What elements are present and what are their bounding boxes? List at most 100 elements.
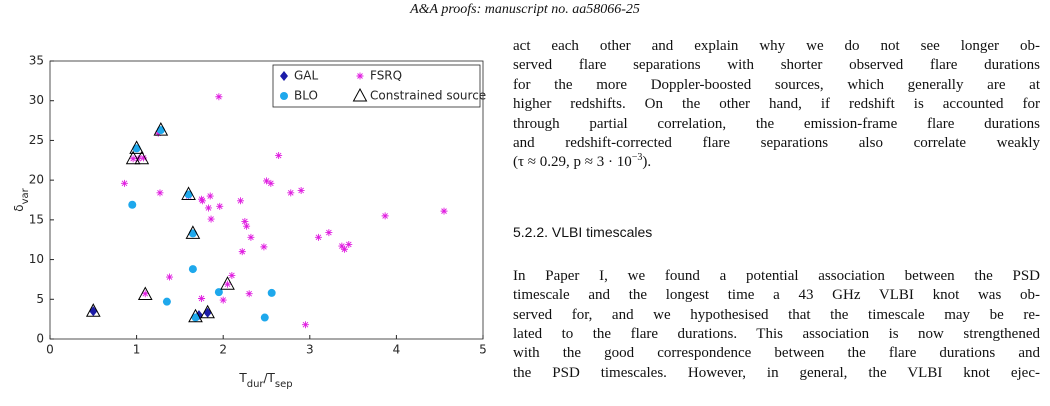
asterisk-marker	[207, 215, 215, 223]
asterisk-marker	[238, 248, 246, 256]
paragraph-line: In Paper I, we found a potential associa…	[513, 267, 1040, 284]
paragraph-line: served flare separations with shorter ob…	[513, 57, 1040, 74]
asterisk-marker	[247, 233, 255, 241]
asterisk-marker	[166, 273, 174, 281]
asterisk-marker	[206, 192, 214, 200]
triangle-marker	[134, 150, 150, 165]
section-heading: 5.2.2. VLBI timescales	[513, 223, 653, 240]
asterisk-marker	[243, 222, 251, 230]
label-part: δ	[12, 204, 26, 211]
asterisk-marker	[204, 204, 212, 212]
asterisk-marker	[340, 245, 348, 253]
circle-marker	[128, 200, 137, 209]
asterisk-marker	[325, 229, 333, 237]
asterisk-marker	[216, 202, 224, 210]
asterisk-marker	[260, 243, 268, 251]
asterisk-marker	[297, 186, 305, 194]
asterisk-marker	[215, 93, 223, 101]
triangle-marker	[220, 276, 235, 290]
asterisk-marker	[440, 207, 448, 215]
asterisk-marker	[287, 189, 295, 197]
paragraph-line: act each other and explain why we do not…	[513, 38, 1040, 54]
triangle-marker	[129, 140, 144, 154]
paragraph-line: lated to the flare durations. This assoc…	[513, 325, 1040, 342]
asterisk-marker	[338, 242, 346, 250]
y-tick-label: 35	[29, 54, 44, 68]
triangle-marker	[125, 150, 141, 165]
label-part: var	[20, 187, 31, 204]
paragraph-line: through partial correlation, the emissio…	[513, 115, 1040, 132]
label-part: T	[238, 371, 247, 385]
diamond-marker	[280, 71, 288, 81]
circle-marker	[184, 190, 193, 199]
circle-marker	[132, 144, 141, 153]
asterisk-marker	[129, 155, 137, 163]
circle-marker	[260, 313, 269, 322]
asterisk-marker	[245, 290, 253, 298]
paragraph-line: timescale and the longest time a 43 GHz …	[513, 287, 1040, 304]
label-part: dur	[247, 379, 265, 390]
circle-marker	[156, 126, 165, 135]
x-tick-label: 0	[46, 343, 54, 357]
y-axis-label: δvar	[12, 187, 31, 211]
circle-marker	[162, 297, 171, 306]
legend-box	[272, 64, 481, 108]
asterisk-marker	[198, 197, 206, 205]
y-tick-label: 30	[29, 93, 44, 107]
y-tick-label: 10	[29, 252, 44, 266]
asterisk-marker	[141, 290, 149, 298]
asterisk-marker	[198, 294, 206, 302]
y-tick-label: 5	[36, 292, 44, 306]
asterisk-marker	[275, 152, 283, 160]
triangle-marker	[137, 286, 153, 301]
x-tick-label: 1	[133, 343, 141, 357]
asterisk-marker	[267, 179, 275, 187]
legend-label: FSRQ	[370, 69, 402, 83]
label-part: /T	[264, 371, 276, 385]
circle-marker	[191, 313, 200, 322]
x-tick-label: 3	[306, 343, 314, 357]
triangle-marker	[153, 122, 169, 136]
asterisk-marker	[198, 195, 206, 203]
asterisk-marker	[263, 177, 270, 185]
triangle-marker	[85, 303, 101, 317]
legend-label: Constrained source	[370, 89, 486, 103]
paragraph-line: (τ ≈ 0.29, p ≈ 3 · 10−3).	[513, 153, 1040, 172]
asterisk-marker	[154, 129, 162, 137]
asterisk-marker	[120, 179, 128, 187]
text-column: act each other and explain why we do not…	[513, 37, 1040, 383]
paragraph-line: higher redshifts. On the other hand, if …	[513, 96, 1040, 113]
asterisk-marker	[345, 240, 353, 248]
asterisk-marker	[301, 321, 309, 329]
asterisk-marker	[219, 296, 227, 304]
asterisk-marker	[237, 197, 245, 205]
asterisk-marker	[381, 212, 389, 220]
triangle-marker	[185, 225, 201, 239]
paragraph: act each other and explain why we do not…	[513, 37, 1040, 153]
chart: 0 1 2 3 4 5 0 5 10 15 20 25 30 35 Tdur/Tsep δvar GAL FSRQ…	[12, 54, 487, 390]
superscript: −3	[631, 153, 643, 164]
circle-marker	[214, 288, 223, 297]
paragraph-line: the PSD timescales. However, in general,…	[513, 364, 1040, 381]
triangle-marker	[181, 186, 196, 200]
triangle-marker	[200, 304, 215, 319]
asterisk-marker	[224, 280, 232, 288]
triangle-marker	[188, 308, 203, 323]
asterisk-marker	[356, 72, 364, 80]
paragraph-line: for the more Doppler-boosted sources, wh…	[513, 76, 1040, 93]
legend-label: GAL	[294, 69, 319, 83]
circle-marker	[267, 288, 276, 297]
y-tick-label: 20	[29, 173, 44, 187]
asterisk-marker	[140, 154, 148, 162]
label-part: sep	[275, 379, 293, 390]
y-tick-label: 25	[29, 133, 44, 147]
y-tick-label: 0	[36, 332, 44, 346]
asterisk-marker	[156, 189, 164, 197]
paragraph: In Paper I, we found a potential associa…	[513, 267, 1040, 383]
x-tick-label: 4	[393, 343, 401, 357]
asterisk-marker	[228, 271, 236, 279]
paragraph-line: and redshift-corrected flare separations…	[513, 134, 1040, 151]
triangle-marker	[352, 87, 368, 102]
running-header: A&A proofs: manuscript no. aa58066-25	[410, 2, 640, 17]
